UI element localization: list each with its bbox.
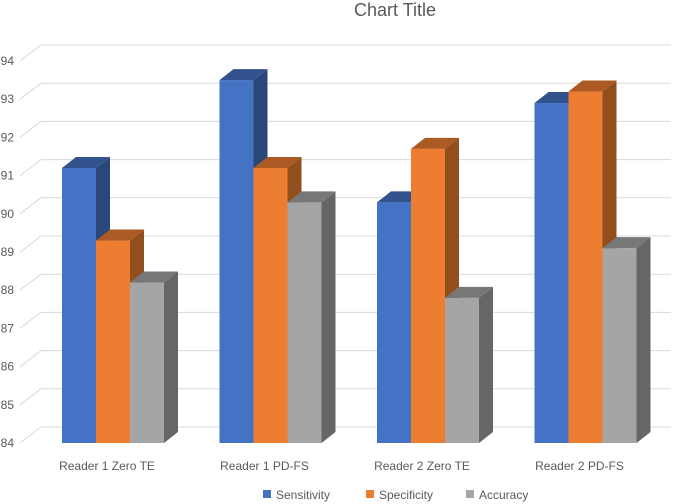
bar-top — [130, 271, 178, 283]
bar-top — [411, 137, 459, 149]
bar-side — [321, 191, 336, 443]
x-category-label: Reader 1 Zero TE — [59, 459, 155, 473]
gridline-depth — [19, 159, 42, 176]
bar-front — [602, 248, 637, 443]
x-category-label: Reader 2 PD-FS — [535, 459, 624, 473]
bar-front — [253, 167, 288, 443]
x-axis-categories: Reader 1 Zero TE Reader 1 PD-FS Reader 2 Z… — [59, 459, 624, 473]
bar-front — [445, 297, 479, 443]
y-tick-label: 86 — [1, 360, 15, 374]
bar-top — [253, 156, 302, 168]
y-tick-label: 87 — [1, 321, 15, 335]
legend-item: Specificity — [366, 488, 433, 502]
legend-swatch — [466, 490, 474, 498]
gridline-depth — [19, 197, 42, 215]
bar — [130, 271, 178, 443]
y-tick-label: 90 — [1, 207, 15, 221]
bar-top — [62, 156, 110, 168]
bar-front — [287, 202, 322, 443]
bar-top — [287, 191, 336, 203]
bar-top — [96, 229, 144, 241]
gridline-depth — [19, 273, 42, 291]
bar-top — [602, 237, 651, 249]
bar-front — [534, 103, 569, 444]
bars — [62, 69, 651, 444]
gridline-depth — [19, 388, 42, 406]
y-tick-label: 85 — [1, 398, 15, 412]
y-tick-label: 93 — [1, 92, 15, 106]
x-category-label: Reader 2 Zero TE — [374, 459, 470, 473]
y-tick-label: 89 — [1, 245, 15, 259]
bar — [602, 237, 651, 443]
bar-side — [636, 237, 651, 443]
legend-swatch — [263, 490, 271, 498]
bar — [445, 286, 493, 443]
gridline-depth — [19, 82, 42, 100]
y-tick-label: 88 — [1, 283, 15, 297]
y-tick-label: 94 — [1, 54, 15, 68]
bar-front — [62, 167, 96, 443]
legend-label: Specificity — [379, 488, 433, 502]
y-axis-ticks: 84 85 86 87 88 89 90 91 92 93 94 — [1, 54, 15, 450]
y-tick-label: 92 — [1, 130, 15, 144]
legend-swatch — [366, 490, 374, 498]
gridline-depth — [19, 312, 42, 329]
gridline-depth — [19, 121, 42, 138]
chart-title: Chart Title — [354, 0, 436, 20]
gridline-depth — [19, 44, 42, 62]
bar-front — [377, 202, 411, 443]
bar-side — [164, 271, 178, 443]
bar-front — [130, 282, 164, 443]
bar — [287, 191, 336, 443]
gridline-depth — [19, 235, 42, 253]
legend-item: Sensitivity — [263, 488, 330, 502]
legend-item: Accuracy — [466, 488, 528, 502]
bar-top — [445, 286, 493, 298]
bar-side — [479, 286, 493, 443]
bar-front — [219, 80, 254, 443]
gridline-depth — [19, 350, 42, 367]
legend-label: Sensitivity — [276, 488, 330, 502]
bar-front — [411, 148, 445, 444]
y-tick-label: 91 — [1, 169, 15, 183]
x-category-label: Reader 1 PD-FS — [220, 459, 309, 473]
gridline-depth — [19, 426, 42, 444]
legend-label: Accuracy — [479, 488, 528, 502]
bar-top — [219, 69, 268, 81]
legend: Sensitivity Specificity Accuracy — [263, 488, 528, 502]
bar-front — [568, 91, 603, 443]
bar-top — [568, 80, 617, 92]
y-tick-label: 84 — [1, 436, 15, 450]
bar-front — [96, 240, 130, 443]
